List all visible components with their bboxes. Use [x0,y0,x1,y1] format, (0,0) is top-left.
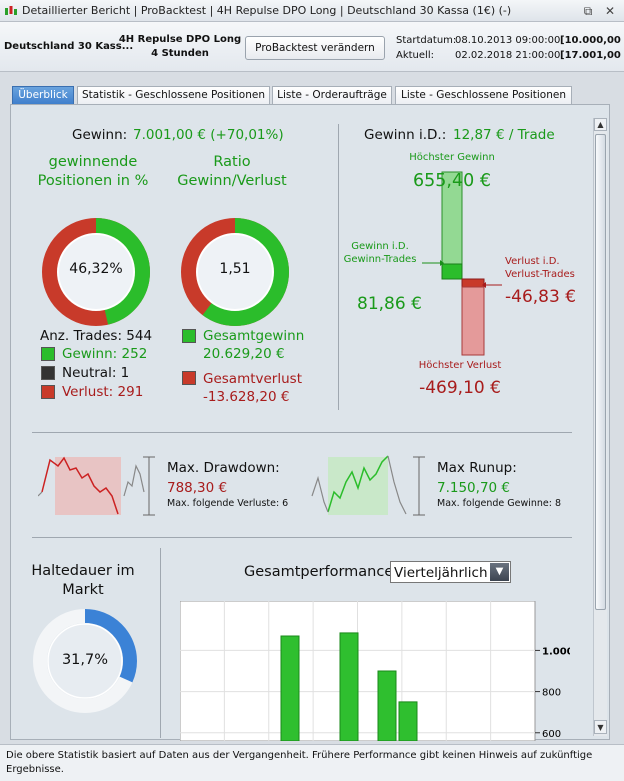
market-exposure-donut [33,609,137,713]
chevron-down-icon[interactable]: ▼ [490,563,509,581]
highest-loss-label: Höchster Verlust [418,360,502,371]
scroll-thumb[interactable] [595,134,606,610]
y-tick-label: 1.000 [542,646,570,657]
y-tick-label: 600 [542,729,561,740]
market-exposure-value: 31,7% [61,652,109,668]
total-loss-label: Gesamtverlust [203,371,302,387]
drawdown-sparkline [38,456,145,515]
highest-profit-label: Höchster Gewinn [409,152,495,163]
avg-winning-trades-label-2: Gewinn-Trades [343,254,417,265]
performance-title: Gesamtperformance [244,564,394,580]
loss-legend-swatch [41,385,55,399]
performance-bar [280,635,300,741]
tab-overview[interactable]: Überblick [12,86,74,104]
total-loss-value: -13.628,20 € [203,389,290,405]
window-title: Detaillierter Bericht | ProBacktest | 4H… [22,4,512,17]
avg-winning-trades-value: 81,86 € [357,294,422,314]
scroll-down-icon[interactable]: ▼ [594,720,607,734]
current-label: Aktuell: [396,50,434,61]
winning-positions-title: gewinnende Positionen in % [37,154,149,189]
performance-chart: 1.000 800 600 [180,601,570,741]
avg-losing-trades-label-1: Verlust i.D. [505,256,560,267]
tab-statistics-closed-positions[interactable]: Statistik - Geschlossene Positionen [77,86,270,104]
probacktest-change-button[interactable]: ProBacktest verändern [245,36,385,60]
avg-losing-trades-label-2: Verlust-Trades [505,269,575,280]
total-profit-swatch [182,329,196,343]
drawdown-range-bracket [143,456,155,516]
performance-bar [398,701,418,741]
tab-order-list[interactable]: Liste - Orderaufträge [272,86,392,104]
strategy-timeframe: 4 Stunden [151,48,209,59]
section-divider [338,124,339,410]
period-select-value: Vierteljährlich [394,565,488,581]
total-profit-value: 20.629,20 € [203,346,285,362]
win-count: Gewinn: 252 [62,346,148,362]
market-exposure-title-1: Haltedauer im [31,563,135,579]
performance-bar [377,670,397,741]
current-capital: [17.001,00 € [560,50,624,61]
max-consecutive-losses: Max. folgende Verluste: 6 [167,498,289,509]
start-capital: [10.000,00 € [560,35,624,46]
start-date: 08.10.2013 09:00:00 [455,35,561,46]
max-consecutive-gains: Max. folgende Gewinne: 8 [437,498,562,509]
profit-label: Gewinn: [72,127,128,143]
avg-winning-trades-label-1: Gewinn i.D. [351,241,409,252]
total-loss-swatch [182,371,196,385]
max-runup-value: 7.150,70 € [437,480,510,496]
total-profit-label: Gesamtgewinn [203,328,305,344]
winning-positions-percent: 46,32% [69,261,123,277]
status-bar: Die obere Statistik basiert auf Daten au… [0,744,624,781]
title-bar: Detaillierter Bericht | ProBacktest | 4H… [0,0,624,22]
current-date: 02.02.2018 21:00:00 [455,50,561,61]
win-legend-swatch [41,347,55,361]
max-runup-label: Max Runup: [437,460,517,476]
tab-closed-positions-list[interactable]: Liste - Geschlossene Positionen [395,86,572,104]
winning-positions-donut [42,218,150,326]
divider-3 [160,548,161,738]
period-select[interactable]: Vierteljährlich ▼ [390,561,511,583]
highest-profit-value: 655,40 € [413,171,491,191]
divider-2 [32,537,572,538]
win-loss-ratio-donut [181,218,289,326]
runup-sparkline [311,455,407,515]
restore-window-button[interactable]: ⧉ [583,4,593,18]
max-drawdown-label: Max. Drawdown: [167,460,280,476]
neutral-legend-swatch [41,366,55,380]
trade-count: Anz. Trades: 544 [40,328,153,344]
avg-losing-trades-value: -46,83 € [505,287,577,307]
average-trade-chart [422,171,502,356]
max-drawdown-value: 788,30 € [167,480,228,496]
toolbar: Deutschland 30 Kass... 4H Repulse DPO Lo… [0,22,624,72]
market-exposure-title-2: Markt [62,582,104,598]
close-window-button[interactable]: ✕ [604,4,616,18]
average-profit-value: 12,87 € / Trade [453,127,555,143]
start-label: Startdatum: [396,35,457,46]
highest-loss-value: -469,10 € [419,378,501,398]
runup-range-bracket [413,456,425,516]
scroll-up-icon[interactable]: ▲ [594,118,607,131]
vertical-scrollbar[interactable]: ▲ ▼ [593,118,607,736]
ratio-title: Ratio Gewinn/Verlust [177,154,287,189]
profit-value: 7.001,00 € (+70,01%) [133,127,284,143]
divider-1 [32,432,572,433]
strategy-name: 4H Repulse DPO Long [118,34,242,45]
win-loss-ratio-value: 1,51 [219,261,251,277]
neutral-count: Neutral: 1 [62,365,130,381]
y-tick-label: 800 [542,688,561,699]
app-candlestick-icon [5,6,17,15]
loss-count: Verlust: 291 [62,384,144,400]
average-profit-label: Gewinn i.D.: [364,127,447,143]
performance-bar [339,632,359,741]
instrument-name: Deutschland 30 Kass... [4,41,134,52]
